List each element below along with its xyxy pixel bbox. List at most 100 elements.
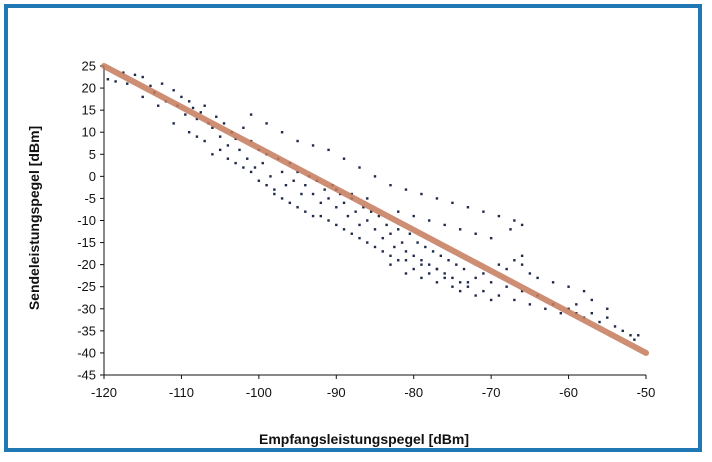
scatter-point	[443, 272, 446, 275]
scatter-point	[567, 285, 570, 288]
scatter-point	[265, 122, 268, 125]
scatter-point	[269, 175, 272, 178]
scatter-point	[528, 303, 532, 306]
scatter-point	[404, 259, 408, 262]
y-tick-label: -30	[77, 301, 96, 316]
scatter-point	[133, 73, 137, 77]
scatter-point	[389, 263, 392, 266]
scatter-point	[520, 254, 524, 258]
scatter-point	[304, 183, 307, 187]
scatter-point	[482, 272, 485, 275]
scatter-point	[397, 210, 400, 213]
scatter-point	[350, 232, 353, 235]
scatter-point	[296, 170, 299, 174]
scatter-point	[172, 89, 175, 92]
scatter-point	[311, 214, 315, 218]
scatter-point	[304, 210, 307, 213]
scatter-point	[590, 298, 593, 302]
scatter-point	[280, 170, 284, 174]
y-tick-label: -20	[77, 257, 96, 272]
scatter-point	[428, 219, 431, 222]
scatter-point	[389, 232, 392, 235]
scatter-point	[284, 183, 288, 187]
scatter-point	[404, 250, 408, 253]
scatter-point	[443, 223, 446, 227]
scatter-point	[466, 285, 470, 288]
scatter-point	[606, 307, 609, 310]
scatter-point	[474, 276, 477, 280]
scatter-point	[335, 223, 338, 227]
y-axis-title: Sendeleistungspegel [dBm]	[26, 126, 42, 310]
scatter-point	[296, 139, 299, 143]
y-tick-label: -5	[84, 191, 96, 206]
scatter-point	[311, 192, 315, 196]
scatter-point	[397, 259, 400, 262]
scatter-point	[497, 263, 501, 266]
scatter-point	[242, 166, 245, 169]
scatter-point	[288, 201, 292, 205]
x-tick-label: -50	[637, 385, 656, 400]
scatter-point	[412, 254, 415, 258]
scatter-point	[366, 241, 369, 244]
scatter-point	[373, 175, 377, 178]
scatter-point	[466, 206, 470, 209]
scatter-point	[629, 334, 632, 337]
scatter-point	[443, 276, 446, 280]
scatter-point	[195, 135, 199, 138]
scatter-point	[513, 298, 516, 302]
scatter-point	[218, 135, 222, 138]
scatter-point	[435, 267, 439, 271]
scatter-point	[187, 100, 191, 103]
chart-frame	[4, 4, 702, 452]
scatter-point	[211, 126, 214, 129]
scatter-point	[416, 241, 419, 244]
scatter-point	[358, 236, 361, 240]
fit-line-group	[101, 63, 649, 356]
scatter-point	[505, 267, 508, 271]
x-axis-title: Empfangsleistungspegel [dBm]	[259, 431, 469, 447]
scatter-point	[404, 188, 408, 191]
scatter-point	[114, 80, 117, 83]
scatter-point	[273, 192, 276, 196]
scatter-point	[300, 192, 303, 196]
scatter-point	[637, 334, 640, 337]
y-tick-label: -15	[77, 235, 96, 250]
scatter-point	[536, 276, 539, 280]
fit-line	[101, 63, 649, 356]
x-tick-label: -100	[246, 385, 272, 400]
scatter-point	[184, 113, 187, 116]
scatter-point	[420, 259, 423, 262]
scatter-point	[393, 245, 396, 249]
scatter-point	[551, 281, 555, 284]
scatter-point	[381, 236, 384, 240]
scatter-point	[106, 78, 110, 81]
scatter-point	[253, 166, 257, 169]
scatter-point	[342, 201, 346, 205]
scatter-point	[489, 281, 493, 284]
scatter-point	[226, 157, 230, 160]
scatter-point	[513, 219, 516, 222]
scatter-point	[366, 197, 369, 200]
scatter-point	[362, 206, 365, 209]
scatter-point	[311, 144, 315, 147]
scatter-point	[149, 84, 152, 88]
scatter-point	[606, 316, 609, 319]
scatter-point	[489, 298, 493, 302]
y-tick-label: 0	[89, 169, 96, 184]
y-tick-label: 10	[82, 125, 96, 140]
scatter-point	[323, 188, 326, 191]
scatter-point	[389, 254, 392, 258]
scatter-point	[451, 285, 454, 288]
scatter-point	[141, 75, 144, 79]
scatter-point	[199, 111, 202, 114]
scatter-point	[296, 206, 299, 209]
x-tick-label: -120	[91, 385, 117, 400]
scatter-point	[358, 223, 361, 227]
scatter-point	[575, 303, 578, 306]
y-tick-label: -10	[77, 213, 96, 228]
x-tick-label: -90	[327, 385, 346, 400]
y-tick-label: 15	[82, 103, 96, 118]
scatter-point	[505, 285, 508, 288]
scatter-point	[218, 148, 222, 152]
scatter-point	[191, 106, 195, 110]
